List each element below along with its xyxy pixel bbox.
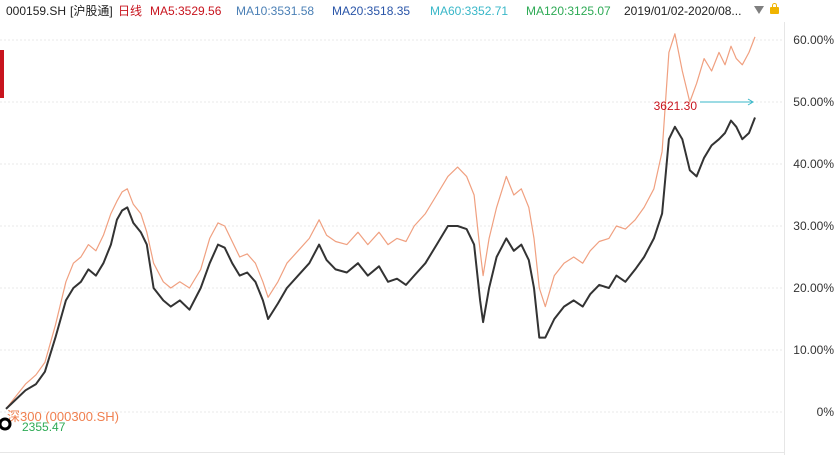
ma10-label: MA10:3531.58 <box>236 4 315 18</box>
y-tick-label: 50.00% <box>793 95 834 109</box>
y-tick-label: 40.00% <box>793 157 834 171</box>
last-value-label: 3621.30 <box>654 99 698 113</box>
grid-lines <box>0 39 784 413</box>
start-value-label: 2355.47 <box>22 420 66 434</box>
chart-bottom-border <box>0 452 784 453</box>
ma60-label: MA60:3352.71 <box>430 4 509 18</box>
black-series-line <box>5 117 756 410</box>
y-tick-label: 10.00% <box>793 343 834 357</box>
chart-annotations: 3621.30 深300 (000300.SH) 2355.47 <box>0 98 754 434</box>
ma120-label: MA120:3125.07 <box>526 4 611 18</box>
stock-code: 000159.SH <box>6 4 67 18</box>
y-tick-label: 20.00% <box>793 281 834 295</box>
date-range-label[interactable]: 2019/01/02-2020/08... <box>624 4 742 18</box>
stock-tag: [沪股通] <box>70 4 113 18</box>
period-marker <box>0 50 4 98</box>
chart-series <box>5 33 756 410</box>
y-tick-label: 0% <box>817 405 835 419</box>
orange-series-line <box>5 33 756 410</box>
period-label[interactable]: 日线 <box>118 4 143 18</box>
y-axis-ticks: 60.00% 50.00% 40.00% 30.00% 20.00% 10.00% 0% <box>793 33 834 419</box>
y-tick-label: 60.00% <box>793 33 834 47</box>
orange-series-label: 深300 (000300.SH) <box>7 409 119 424</box>
axis-divider <box>784 22 785 455</box>
chart-header: 000159.SH [沪股通] 日线 MA5:3529.56 MA10:3531… <box>0 0 840 22</box>
start-marker-icon[interactable] <box>0 417 12 431</box>
y-tick-label: 30.00% <box>793 219 834 233</box>
lock-icon[interactable] <box>770 3 779 14</box>
arrow-head-icon <box>747 98 754 106</box>
ma5-label: MA5:3529.56 <box>150 4 222 18</box>
ma20-label: MA20:3518.35 <box>332 4 411 18</box>
dropdown-arrow-icon[interactable] <box>754 6 764 14</box>
